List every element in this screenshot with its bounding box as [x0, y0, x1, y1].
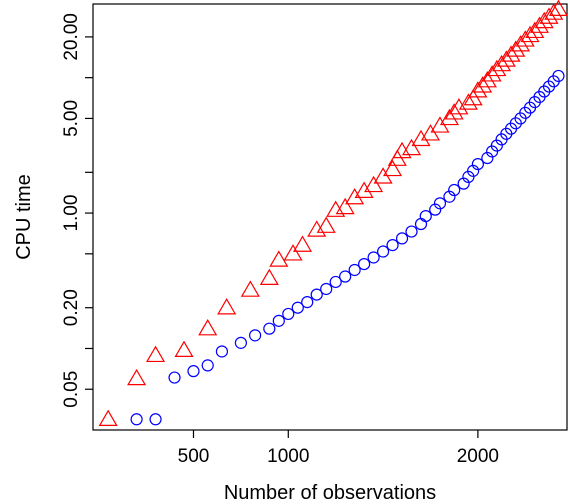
triangle-point: [511, 35, 531, 52]
circle-point: [310, 288, 323, 301]
y-axis: 0.05 0.20 1.00 5.00 20.00: [61, 13, 93, 408]
triangle-point: [506, 40, 526, 57]
circle-point: [552, 69, 565, 83]
x-tick-label: 2000: [457, 446, 499, 467]
y-tick-label: 0.05: [61, 371, 82, 408]
circle-point: [376, 245, 390, 258]
circle-point: [263, 322, 276, 335]
circle-point: [433, 197, 447, 210]
triangle-point: [520, 25, 540, 43]
triangle-point: [345, 187, 365, 205]
circle-point: [443, 190, 456, 203]
y-tick-label: 0.20: [61, 289, 82, 326]
triangle-point: [525, 21, 545, 39]
triangle-point: [496, 50, 516, 67]
triangle-point: [477, 70, 497, 88]
x-tick-label: 1000: [267, 446, 309, 467]
circle-point: [291, 301, 304, 314]
triangle-point: [283, 244, 303, 261]
triangle-point: [529, 16, 550, 33]
triangle-point: [444, 103, 464, 120]
circle-point: [234, 336, 247, 349]
triangle-point: [198, 318, 218, 336]
y-tick-label: 5.00: [61, 100, 82, 137]
triangle-point: [544, 3, 564, 20]
triangle-point: [307, 220, 327, 237]
triangle-point: [269, 250, 289, 267]
circle-point: [481, 151, 494, 165]
triangle-point: [392, 141, 412, 159]
triangle-point: [482, 65, 502, 82]
circle-point: [467, 164, 480, 177]
triangle-point: [468, 81, 488, 98]
triangle-point: [98, 409, 118, 426]
triangle-point: [515, 30, 535, 47]
x-tick-label: 500: [178, 446, 210, 467]
y-tick-label: 20.00: [61, 13, 82, 61]
circle-point: [358, 257, 371, 271]
x-axis: 500 1000 2000: [178, 430, 499, 467]
triangle-point: [401, 138, 422, 156]
triangle-point: [316, 216, 336, 233]
circle-point: [429, 203, 442, 216]
triangle-point: [292, 235, 313, 252]
triangle-point: [449, 98, 469, 115]
circle-point: [301, 296, 314, 309]
circle-point: [272, 314, 285, 327]
triangle-point: [146, 345, 166, 363]
circle-point: [320, 282, 333, 296]
triangle-point: [127, 368, 147, 386]
circle-point: [457, 177, 470, 190]
triangle-point: [501, 45, 521, 62]
triangle-point: [548, 0, 569, 16]
circle-point: [367, 251, 380, 264]
circle-point: [348, 263, 361, 277]
triangle-point: [259, 268, 279, 285]
plot-frame: [92, 3, 568, 431]
circle-point: [168, 371, 181, 384]
circle-point: [249, 329, 262, 342]
triangle-point: [487, 59, 507, 77]
circle-point: [386, 239, 399, 252]
circle-point: [329, 275, 342, 289]
triangle-point: [534, 11, 554, 29]
y-tick-label: 1.00: [61, 195, 82, 232]
triangle-point: [411, 129, 431, 147]
data-points: [98, 0, 569, 426]
triangle-point: [364, 175, 384, 193]
circle-point: [471, 157, 484, 171]
circle-point: [201, 359, 214, 372]
triangle-point: [354, 181, 374, 198]
triangle-point: [240, 280, 260, 297]
circle-point: [339, 270, 352, 283]
circle-point: [419, 209, 432, 223]
circle-point: [187, 365, 200, 378]
y-axis-label: CPU time: [13, 174, 35, 260]
circle-point: [130, 413, 143, 426]
triangle-point: [439, 108, 459, 126]
triangle-point: [335, 197, 355, 215]
triangle-point: [217, 298, 237, 315]
triangle-point: [492, 54, 512, 72]
circle-point: [490, 139, 503, 152]
circle-point: [282, 307, 295, 321]
triangle-point: [174, 340, 194, 357]
circle-point: [414, 217, 428, 231]
circle-point: [149, 413, 162, 426]
circle-point: [448, 183, 461, 197]
triangle-point: [473, 76, 493, 93]
triangle-point: [383, 159, 403, 177]
x-axis-label: Number of observations: [224, 482, 436, 504]
circle-point: [405, 225, 418, 238]
triangle-point: [458, 93, 478, 110]
circle-point: [395, 232, 409, 245]
circle-point: [215, 345, 229, 358]
